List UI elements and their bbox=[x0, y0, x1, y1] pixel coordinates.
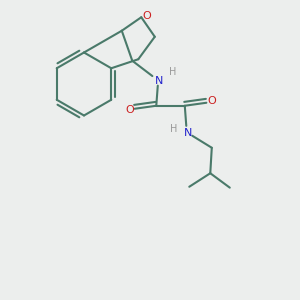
Text: H: H bbox=[169, 67, 176, 77]
Text: N: N bbox=[155, 76, 164, 86]
Text: O: O bbox=[207, 96, 216, 106]
Text: H: H bbox=[170, 124, 177, 134]
Text: O: O bbox=[142, 11, 151, 21]
Text: O: O bbox=[125, 105, 134, 115]
Text: N: N bbox=[184, 128, 192, 138]
